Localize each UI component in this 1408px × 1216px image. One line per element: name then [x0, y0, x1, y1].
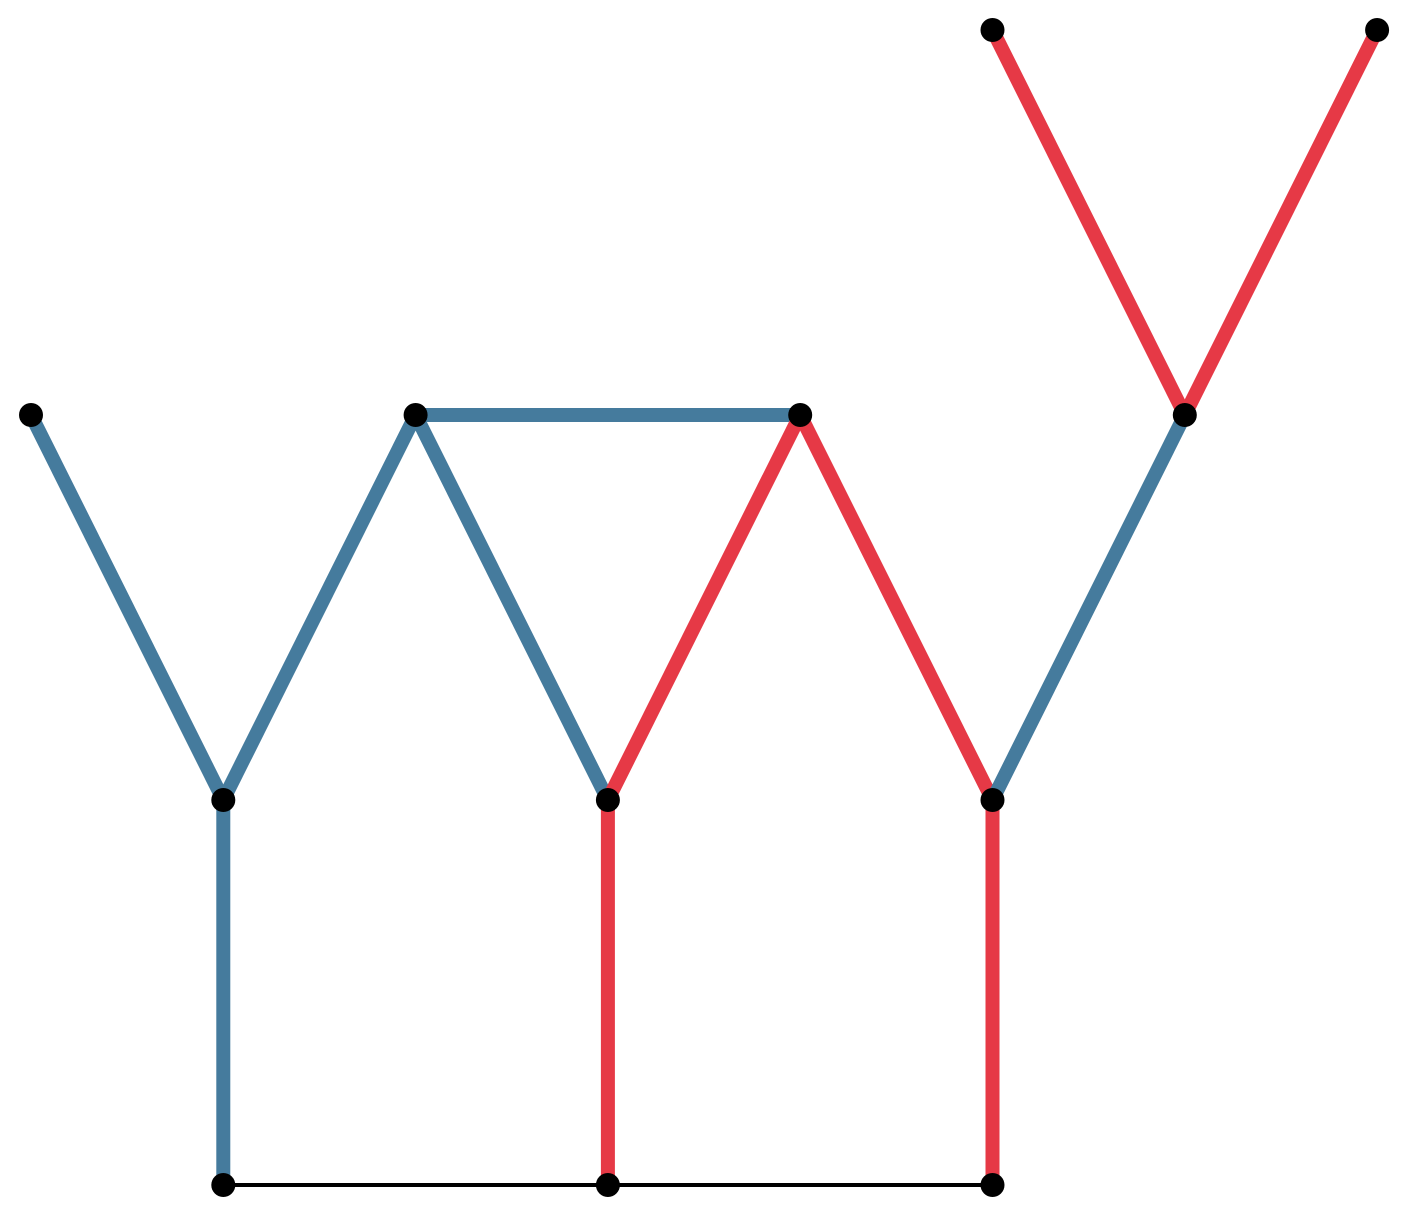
edge-layer	[24, 26, 1384, 1187]
edge-n5-n7	[601, 411, 807, 804]
node-n5	[595, 788, 620, 812]
edge-n1-n2	[24, 411, 230, 804]
node-n8	[980, 788, 1005, 812]
node-n2	[211, 788, 236, 812]
node-n7	[788, 403, 813, 427]
node-n6	[595, 1173, 620, 1197]
node-layer	[19, 18, 1390, 1197]
edge-n7-n8	[793, 411, 999, 804]
node-n10	[1172, 403, 1197, 427]
node-n12	[1365, 18, 1390, 42]
edge-n10-n11	[986, 26, 1192, 419]
node-n4	[403, 403, 428, 427]
edge-n10-n12	[1178, 26, 1384, 419]
edge-n2-n4	[217, 411, 422, 804]
node-n3	[211, 1173, 236, 1197]
edge-n8-n10	[986, 411, 1192, 804]
node-n9	[980, 1173, 1005, 1197]
node-n1	[19, 403, 43, 427]
edge-n4-n5	[409, 411, 615, 804]
node-n11	[980, 18, 1005, 42]
